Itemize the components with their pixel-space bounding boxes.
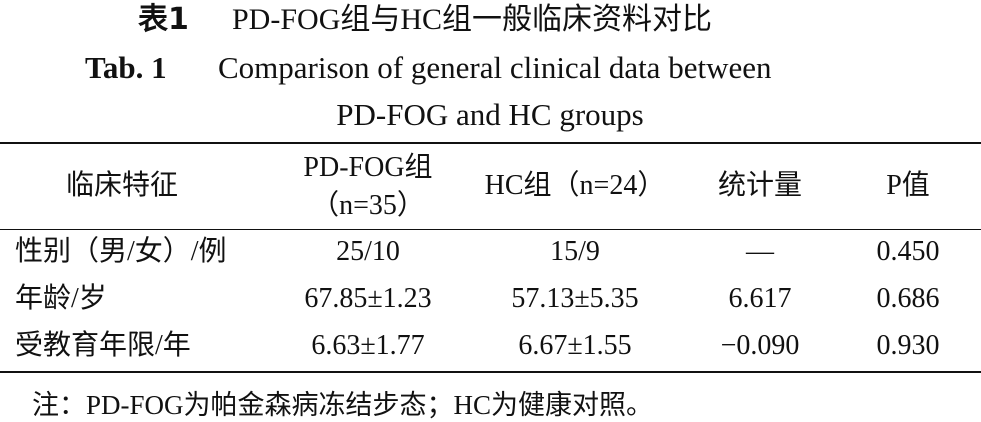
cell: 57.13±5.35 [511, 283, 639, 314]
row-label: 年龄/岁 [15, 283, 107, 314]
cell: 6.63±1.77 [311, 330, 425, 361]
title-cn-label: 表1 [138, 2, 189, 37]
title-en-line: PD-FOG and HC groups [336, 97, 644, 132]
header-cell: （n=35） [311, 190, 425, 221]
title-en-label: Tab. 1 [85, 50, 167, 85]
bottom-rule [0, 371, 981, 373]
cell: 0.930 [876, 330, 940, 361]
header-cell: 统计量 [717, 170, 803, 201]
note: 注：PD-FOG为帕金森病冻结步态；HC为健康对照。 [32, 390, 654, 420]
cell: 6.617 [728, 283, 792, 314]
cell: 0.450 [876, 236, 940, 267]
cell: 25/10 [336, 236, 400, 267]
row-label: 性别（男/女）/例 [15, 236, 227, 267]
cell: 67.85±1.23 [304, 283, 432, 314]
cell: 6.67±1.55 [518, 330, 632, 361]
title-cn-text: PD-FOG组与HC组一般临床资料对比 [232, 3, 713, 36]
title-en-line: Comparison of general clinical data betw… [218, 50, 772, 85]
row-label: 受教育年限/年 [15, 330, 191, 361]
cell: −0.090 [720, 330, 800, 361]
cell: 0.686 [876, 283, 940, 314]
top-rule [0, 142, 981, 144]
header-cell: P值 [886, 170, 930, 201]
header-cell: 临床特征 [66, 170, 179, 201]
cell: — [746, 236, 774, 267]
cell: 15/9 [550, 236, 600, 267]
header-cell: HC组（n=24） [484, 170, 666, 201]
header-cell: PD-FOG组 [303, 152, 433, 183]
header-rule [0, 229, 981, 230]
